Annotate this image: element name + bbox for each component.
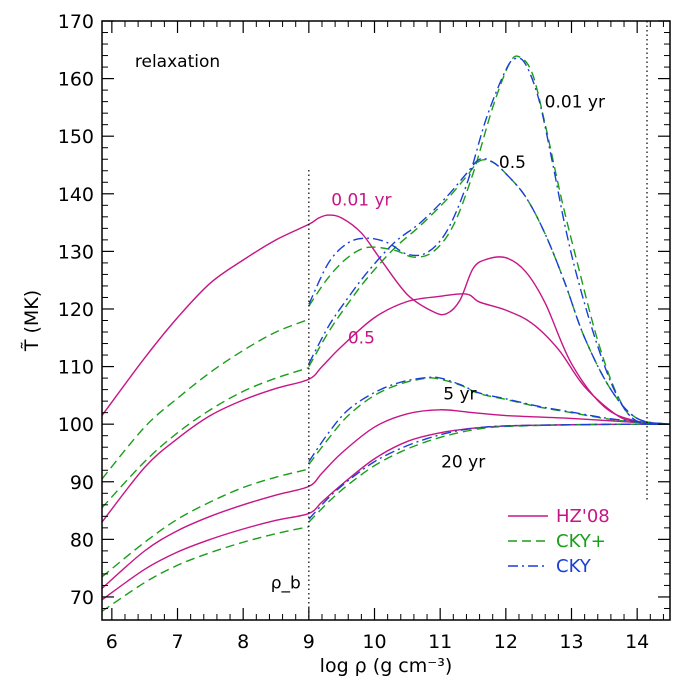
annotation: 0.5: [348, 329, 375, 349]
y-tick-label: 150: [58, 126, 94, 148]
legend: HZ'08 CKY+ CKY: [508, 506, 610, 577]
legend-label: CKY: [556, 556, 592, 577]
x-tick-label: 6: [106, 631, 118, 653]
series-line-cky: [308, 157, 671, 425]
x-tick-label: 12: [494, 631, 518, 653]
annotations: relaxation 0.01 yr 0.5 5 yr 20 yr 0.01 yr 0.5: [135, 52, 605, 472]
annotation: relaxation: [135, 52, 220, 72]
y-tick-label: 170: [58, 11, 94, 33]
x-axis-label: log ρ (g cm⁻³): [320, 655, 453, 677]
y-tick-label: 140: [58, 184, 94, 206]
x-tick-label: 10: [362, 631, 386, 653]
x-tick-label: 9: [303, 631, 315, 653]
series-lines: [101, 55, 671, 612]
y-tick-label: 90: [70, 472, 94, 494]
x-tick-label: 8: [237, 631, 249, 653]
x-tick-label: 13: [559, 631, 583, 653]
series-line-cky: [308, 376, 671, 463]
y-axis-label: T̃ (MK): [21, 290, 43, 352]
series-line-cky-: [101, 526, 309, 612]
vertical-markers: ρ_b: [271, 21, 648, 620]
legend-label: CKY+: [556, 531, 606, 552]
annotation: 5 yr: [443, 384, 476, 404]
y-tick-label: 160: [58, 69, 94, 91]
series-line-hz-08: [101, 409, 671, 589]
x-tick-label: 14: [625, 631, 649, 653]
y-tick-label: 70: [70, 587, 94, 609]
annotation: 0.5: [499, 153, 526, 173]
series-line-hz-08: [101, 214, 671, 425]
x-tick-label: 7: [171, 631, 183, 653]
marker-label: ρ_b: [271, 573, 301, 593]
annotation: 0.01 yr: [545, 92, 605, 112]
series-line-cky-: [101, 468, 310, 578]
series-line-cky-: [101, 318, 310, 480]
axis-ticks: 6 7 8 9 10 11 12 13 14 70 80 90 100 110 120 130 140 150 16…: [58, 11, 670, 653]
y-tick-label: 110: [58, 357, 94, 379]
y-tick-label: 100: [58, 414, 94, 436]
legend-label: HZ'08: [556, 506, 610, 527]
series-line-cky-: [308, 55, 671, 426]
annotation: 20 yr: [441, 452, 485, 472]
series-line-hz-08: [101, 293, 671, 523]
x-tick-label: 11: [428, 631, 452, 653]
series-line-cky: [308, 57, 671, 425]
y-tick-label: 130: [58, 241, 94, 263]
y-tick-label: 80: [70, 529, 94, 551]
y-tick-label: 120: [58, 299, 94, 321]
series-line-cky: [308, 423, 671, 520]
series-line-cky-: [308, 423, 671, 523]
annotation: 0.01 yr: [331, 190, 391, 210]
series-line-cky-: [101, 367, 310, 509]
series-line-cky-: [308, 159, 671, 425]
